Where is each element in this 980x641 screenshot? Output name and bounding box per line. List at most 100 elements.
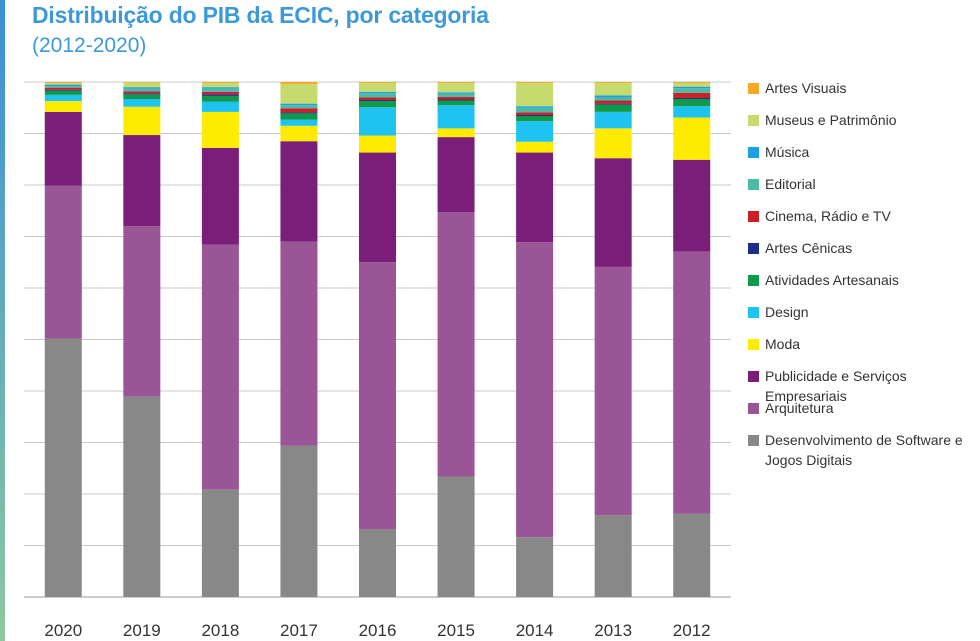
bar-segment: [280, 141, 318, 242]
bar-segment: [673, 99, 711, 107]
bar-segment: [44, 338, 82, 597]
bar-segment: [123, 94, 161, 99]
legend-swatch: [748, 211, 759, 222]
bar-segment: [437, 105, 475, 129]
legend-label: Desenvolvimento de Software e Jogos Digi…: [765, 432, 963, 468]
bar-segment: [673, 86, 711, 89]
bar-segment: [201, 111, 239, 148]
bar-segment: [44, 94, 82, 102]
legend-swatch: [748, 435, 759, 446]
bar-segment: [44, 87, 82, 90]
bar-segment: [594, 111, 632, 129]
bar-segment: [280, 119, 318, 126]
bar-segment: [673, 117, 711, 160]
bar-segment: [594, 158, 632, 267]
legend-swatch: [748, 403, 759, 414]
bar-segment: [437, 83, 475, 93]
bar-segment: [123, 88, 161, 92]
legend-label: Artes Visuais: [765, 80, 847, 96]
bar-segment: [437, 128, 475, 138]
bar-segment: [280, 445, 318, 597]
bar-segment: [123, 93, 161, 95]
legend-item: Artes Visuais: [748, 78, 980, 110]
bar-segment: [516, 141, 554, 153]
legend-swatch: [748, 339, 759, 350]
bar-segment: [437, 99, 475, 101]
bar-segment: [359, 101, 396, 108]
bar-segment: [594, 128, 632, 159]
legend-label: Museus e Patrimônio: [765, 112, 897, 128]
bar-segment: [44, 90, 82, 95]
x-tick-label: 2013: [594, 621, 632, 640]
legend-item: Moda: [748, 334, 980, 366]
bar-segment: [516, 107, 554, 113]
bar-segment: [516, 106, 554, 108]
bar-segment: [359, 100, 396, 102]
bar-segment: [201, 147, 239, 245]
bar-segment: [201, 91, 239, 95]
legend-swatch: [748, 83, 759, 94]
legend-swatch: [748, 147, 759, 158]
bar-segment: [594, 82, 632, 84]
legend-label: Design: [765, 304, 809, 320]
bar-segment: [673, 513, 711, 597]
bar-segment: [201, 83, 239, 88]
legend-label: Cinema, Rádio e TV: [765, 208, 891, 224]
bar-segment: [359, 83, 396, 92]
legend-item: Desenvolvimento de Software e Jogos Digi…: [748, 430, 980, 468]
x-tick-label: 2018: [201, 621, 239, 640]
bar-segment: [201, 244, 239, 490]
legend-item: Museus e Patrimônio: [748, 110, 980, 142]
x-tick-label: 2019: [123, 621, 161, 640]
bar-segment: [201, 101, 239, 112]
bar-segment: [594, 97, 632, 101]
bar-segment: [280, 82, 318, 85]
bar-segment: [516, 112, 554, 115]
bar-segment: [673, 88, 711, 93]
bar-segment: [280, 125, 318, 142]
bar-segment: [123, 106, 161, 136]
bar-segment: [594, 104, 632, 112]
bar-segment: [123, 87, 161, 89]
bar-segment: [44, 89, 82, 91]
bar-segment: [123, 226, 161, 397]
legend-item: Publicidade e Serviços Empresariais: [748, 366, 980, 404]
legend-item: Música: [748, 142, 980, 174]
bar-segment: [359, 82, 396, 84]
x-tick-label: 2020: [44, 621, 82, 640]
bar-segment: [123, 82, 161, 83]
legend-swatch: [748, 179, 759, 190]
bar-segment: [280, 84, 318, 104]
legend-label: Moda: [765, 336, 801, 352]
bar-segment: [280, 113, 318, 120]
legend-swatch: [748, 115, 759, 126]
bar-segment: [437, 212, 475, 477]
legend-label: Editorial: [765, 176, 816, 192]
accent-bar: [0, 0, 5, 641]
bar-segment: [437, 100, 475, 106]
bar-segment: [594, 83, 632, 96]
bar-segment: [44, 84, 82, 87]
bar-segment: [359, 107, 396, 136]
bar-segment: [673, 83, 711, 87]
stacked-bar-chart: 2020 2019 2018 2017 2016 2015 2014 2013 2012: [24, 81, 731, 640]
bar-segment: [437, 82, 475, 84]
bar-segment: [594, 515, 632, 597]
bar-segment: [123, 396, 161, 597]
legend-swatch: [748, 275, 759, 286]
x-tick-label: 2016: [359, 621, 397, 640]
bar-segment: [516, 152, 554, 243]
legend-item: Editorial: [748, 174, 980, 206]
x-tick-label: 2015: [437, 621, 475, 640]
bar-segment: [516, 83, 554, 107]
bar-segment: [44, 185, 82, 339]
bar-segment: [201, 82, 239, 84]
bar-segment: [201, 95, 239, 102]
bar-segment: [280, 112, 318, 114]
bar-segment: [673, 97, 711, 99]
bar-segment: [516, 115, 554, 122]
bar-segment: [673, 92, 711, 98]
legend-label: Arquitetura: [765, 400, 834, 416]
bar-segment: [516, 82, 554, 84]
legend-item: Arquitetura: [748, 398, 980, 430]
